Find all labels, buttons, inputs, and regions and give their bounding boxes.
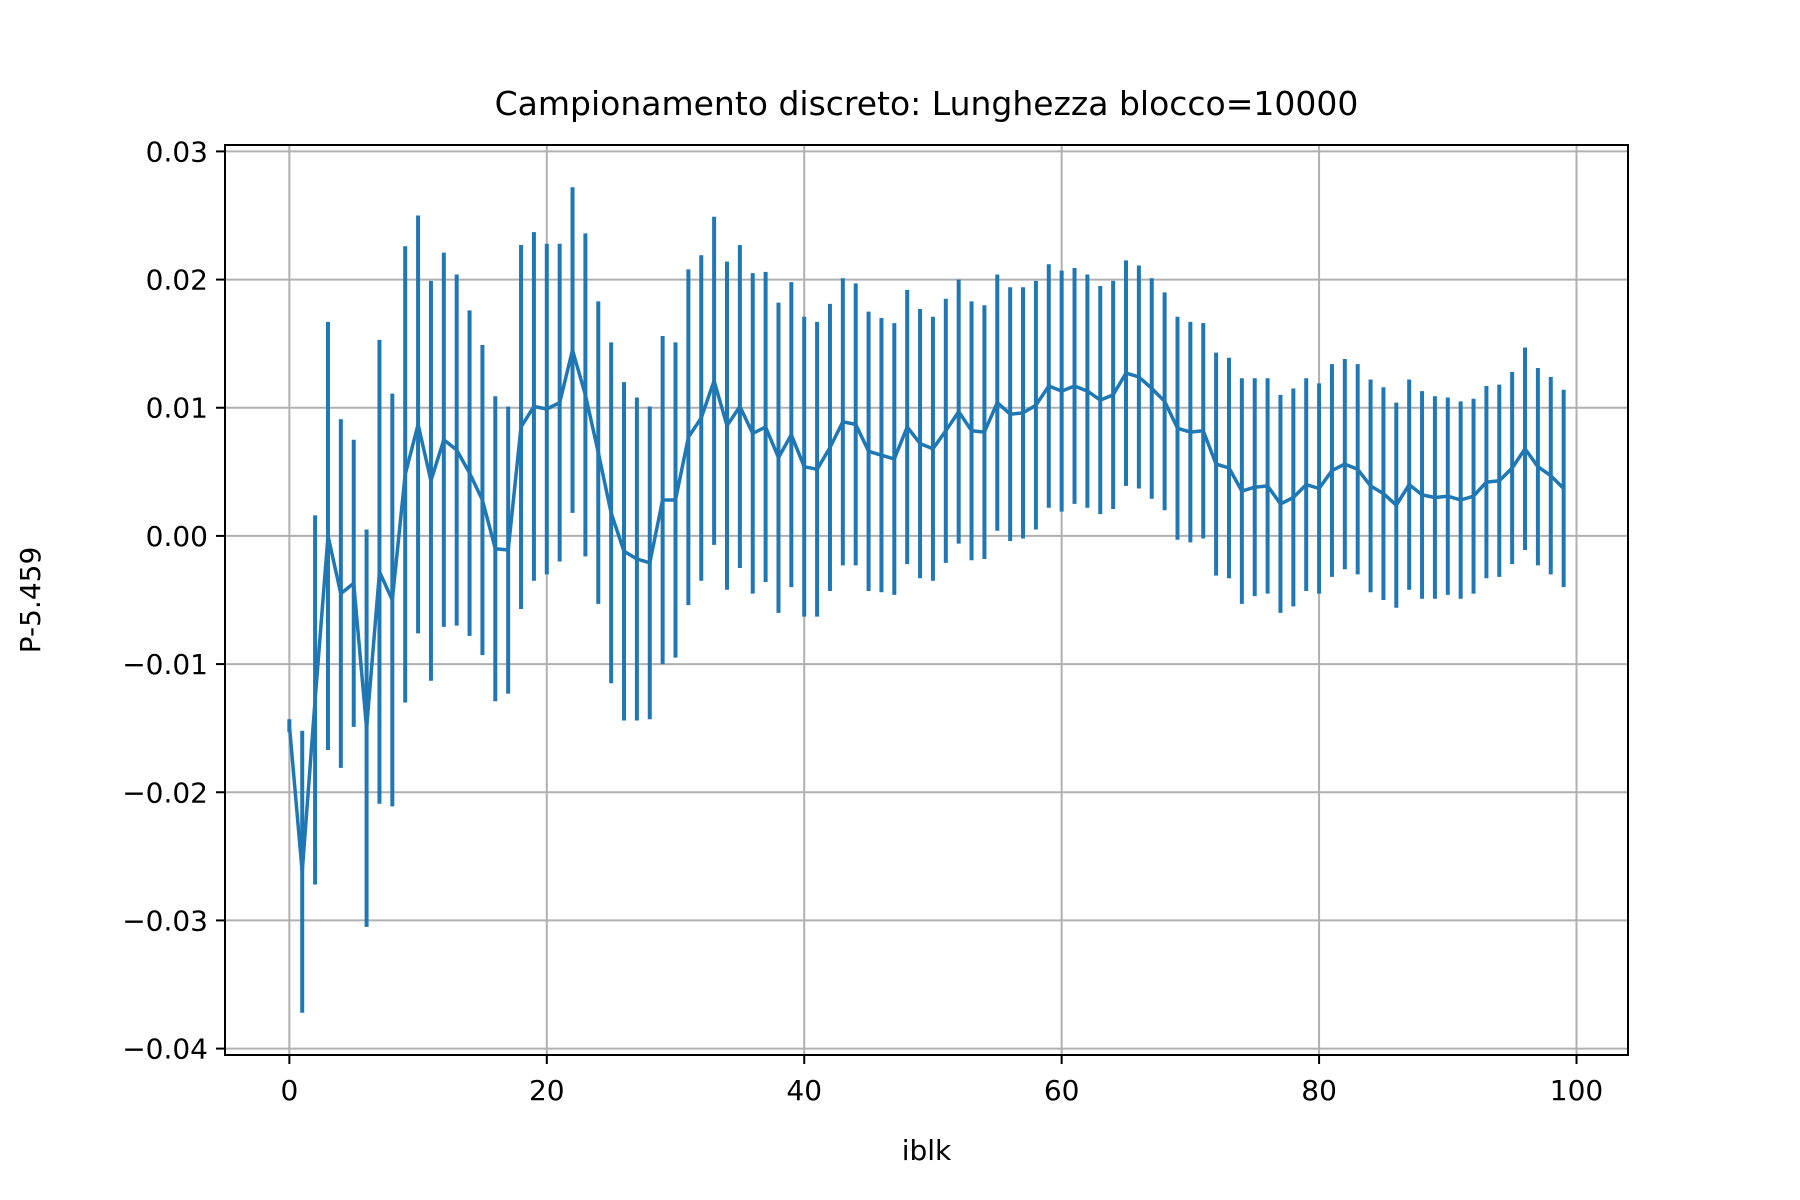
y-tick-label: −0.02 [122, 776, 208, 809]
y-tick-label: 0.03 [146, 135, 208, 168]
chart-title: Campionamento discreto: Lunghezza blocco… [495, 84, 1359, 123]
y-tick-label: 0.02 [146, 264, 208, 297]
grid [225, 145, 1628, 1055]
ticks: 0 20 40 60 80 100 −0.04 −0.03 −0.02 −0.01 0.00 0.01… [122, 135, 1603, 1107]
y-tick-label: 0.00 [146, 520, 208, 553]
y-tick-label: −0.04 [122, 1033, 208, 1066]
axes-frame [224, 144, 1629, 1056]
y-tick-label: −0.01 [122, 648, 208, 681]
y-tick-label: −0.03 [122, 904, 208, 937]
x-tick-label: 80 [1301, 1074, 1337, 1107]
x-tick-label: 60 [1044, 1074, 1080, 1107]
x-tick-label: 100 [1550, 1074, 1603, 1107]
x-tick-label: 0 [280, 1074, 298, 1107]
x-axis-label: iblk [902, 1134, 952, 1167]
series-layer [287, 187, 1566, 1013]
y-tick-label: 0.01 [146, 392, 208, 425]
series-line [287, 348, 1565, 874]
y-axis-label: P-5.459 [14, 547, 47, 654]
x-tick-label: 40 [786, 1074, 822, 1107]
x-tick-label: 20 [529, 1074, 565, 1107]
